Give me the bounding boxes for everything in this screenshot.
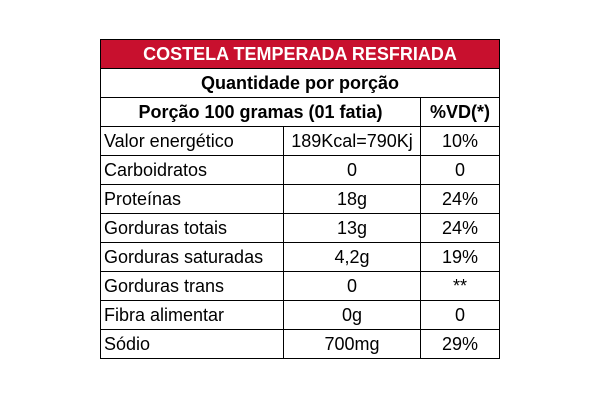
nutrient-amount: 4,2g (283, 242, 421, 272)
table-row: Proteínas 18g 24% (100, 184, 501, 214)
nutrient-dv: 24% (419, 213, 501, 243)
table-title: COSTELA TEMPERADA RESFRIADA (99, 39, 501, 69)
nutrition-facts-table: COSTELA TEMPERADA RESFRIADA Quantidade p… (99, 39, 501, 359)
table-row: Gorduras totais 13g 24% (100, 213, 501, 243)
nutrient-dv: 19% (419, 242, 501, 272)
table-title-row: COSTELA TEMPERADA RESFRIADA (99, 39, 501, 69)
nutrient-amount: 189Kcal=790Kj (283, 126, 421, 156)
dv-header: %VD(*) (419, 97, 501, 127)
nutrient-dv: ** (419, 271, 501, 301)
nutrient-name: Gorduras trans (100, 271, 284, 301)
nutrient-amount: 18g (283, 184, 421, 214)
nutrient-dv: 24% (419, 184, 501, 214)
nutrient-amount: 700mg (283, 329, 421, 359)
table-header-row: Porção 100 gramas (01 fatia) %VD(*) (100, 97, 501, 127)
table-row: Sódio 700mg 29% (100, 329, 501, 359)
nutrient-name: Sódio (100, 329, 284, 359)
nutrient-dv: 10% (419, 126, 501, 156)
table-row: Valor energético 189Kcal=790Kj 10% (100, 126, 501, 156)
nutrient-name: Gorduras saturadas (100, 242, 284, 272)
nutrient-name: Carboidratos (100, 155, 284, 185)
table-row: Gorduras trans 0 ** (100, 271, 501, 301)
nutrient-dv: 29% (419, 329, 501, 359)
table-row: Carboidratos 0 0 (100, 155, 501, 185)
nutrient-amount: 13g (283, 213, 421, 243)
nutrient-name: Gorduras totais (100, 213, 284, 243)
nutrient-dv: 0 (419, 155, 501, 185)
table-subtitle: Quantidade por porção (99, 68, 501, 98)
nutrient-name: Fibra alimentar (100, 300, 284, 330)
table-subtitle-row: Quantidade por porção (99, 68, 501, 98)
nutrient-dv: 0 (419, 300, 501, 330)
nutrient-name: Valor energético (100, 126, 284, 156)
nutrient-amount: 0 (283, 271, 421, 301)
table-row: Fibra alimentar 0g 0 (100, 300, 501, 330)
nutrient-name: Proteínas (100, 184, 284, 214)
nutrient-amount: 0g (283, 300, 421, 330)
portion-label: Porção 100 gramas (01 fatia) (100, 97, 421, 127)
table-row: Gorduras saturadas 4,2g 19% (100, 242, 501, 272)
nutrient-amount: 0 (283, 155, 421, 185)
